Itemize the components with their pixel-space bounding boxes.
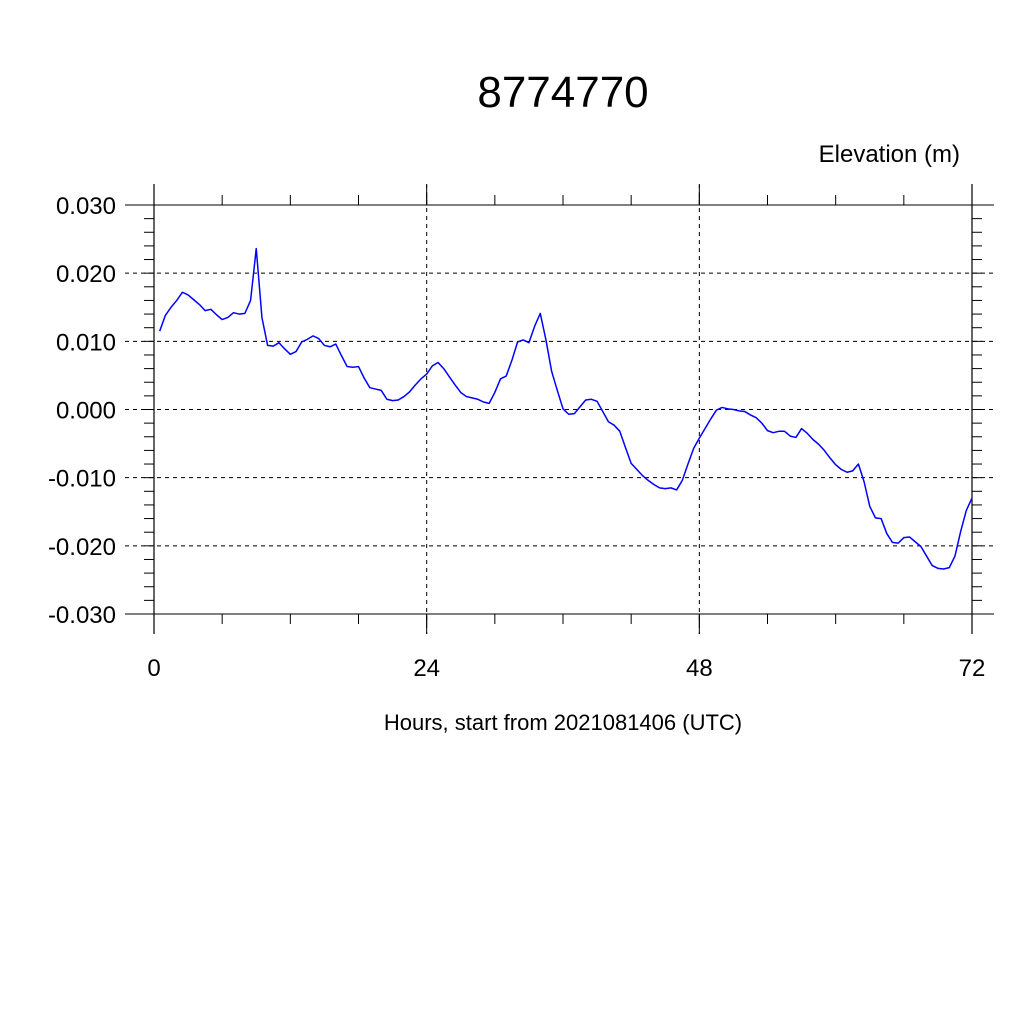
y-tick-label: 0.000 [56,398,116,425]
y-tick-label: 0.030 [56,193,116,220]
axes [144,184,982,634]
elevation-series-line [158,247,973,570]
y-tick-label: -0.010 [48,466,116,493]
chart-title: 8774770 [477,68,648,117]
y-tick-label: 0.020 [56,261,116,288]
x-tick-label: 48 [686,655,713,682]
y-tick-label: 0.010 [56,329,116,356]
x-axis-label: Hours, start from 2021081406 (UTC) [384,710,742,735]
x-tick-label: 72 [959,655,986,682]
x-tick-label: 0 [147,655,160,682]
y-tick-label: -0.020 [48,534,116,561]
tick-labels: 0.030 0.020 0.010 0.000 -0.010 -0.020 -0.030 0 2… [48,193,985,682]
x-tick-label: 24 [413,655,440,682]
data-series [158,247,973,570]
y-tick-label: -0.030 [48,602,116,629]
units-label: Elevation (m) [819,141,960,168]
